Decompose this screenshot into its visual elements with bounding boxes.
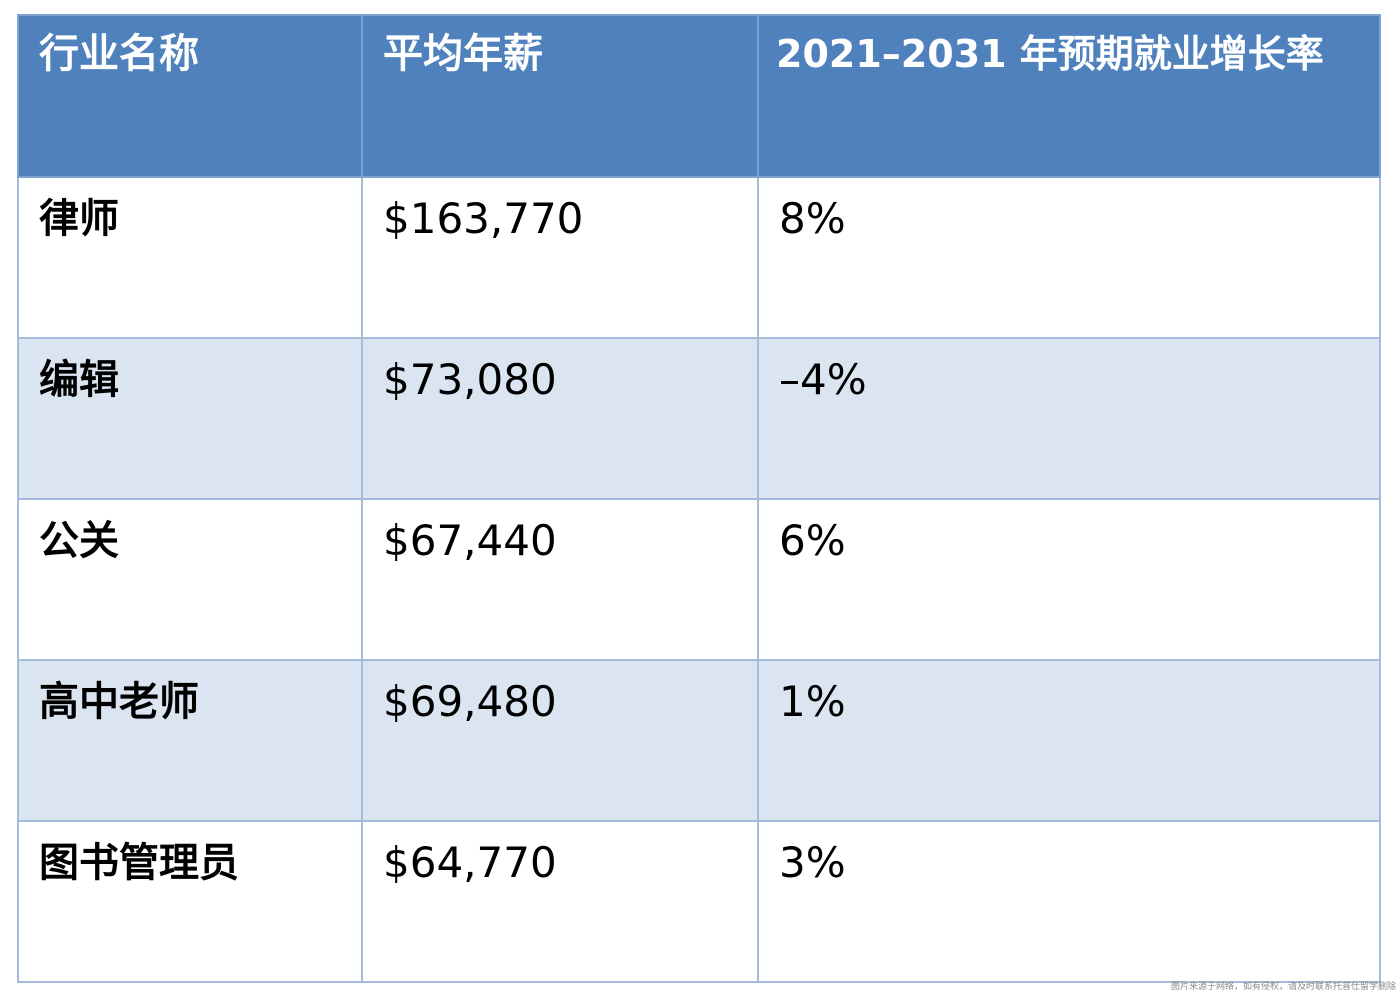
header-industry-name: 行业名称: [17, 14, 363, 178]
table-row: 律师 $163,770 8%: [17, 176, 1381, 339]
cell-growth-rate: 3%: [757, 820, 1381, 983]
cell-growth-rate: 6%: [757, 498, 1381, 661]
cell-average-salary: $73,080: [361, 337, 759, 500]
cell-industry-name: 图书管理员: [17, 820, 363, 983]
cell-industry-name: 高中老师: [17, 659, 363, 822]
salary-growth-table: 行业名称 平均年薪 2021–2031 年预期就业增长率 律师 $163,770…: [17, 14, 1381, 983]
cell-growth-rate: –4%: [757, 337, 1381, 500]
cell-industry-name: 公关: [17, 498, 363, 661]
header-average-salary: 平均年薪: [361, 14, 759, 178]
table-row: 图书管理员 $64,770 3%: [17, 820, 1381, 983]
table-row: 高中老师 $69,480 1%: [17, 659, 1381, 822]
cell-average-salary: $163,770: [361, 176, 759, 339]
cell-growth-rate: 8%: [757, 176, 1381, 339]
cell-industry-name: 律师: [17, 176, 363, 339]
cell-average-salary: $69,480: [361, 659, 759, 822]
table-row: 编辑 $73,080 –4%: [17, 337, 1381, 500]
cell-industry-name: 编辑: [17, 337, 363, 500]
header-growth-rate: 2021–2031 年预期就业增长率: [757, 14, 1381, 178]
cell-average-salary: $67,440: [361, 498, 759, 661]
cell-average-salary: $64,770: [361, 820, 759, 983]
table-row: 公关 $67,440 6%: [17, 498, 1381, 661]
cell-growth-rate: 1%: [757, 659, 1381, 822]
image-source-watermark: 图片来源于网络，如有侵权，请及时联系托普仕留学删除: [1170, 982, 1396, 992]
salary-table-container: 行业名称 平均年薪 2021–2031 年预期就业增长率 律师 $163,770…: [17, 14, 1381, 983]
table-header-row: 行业名称 平均年薪 2021–2031 年预期就业增长率: [17, 14, 1381, 178]
